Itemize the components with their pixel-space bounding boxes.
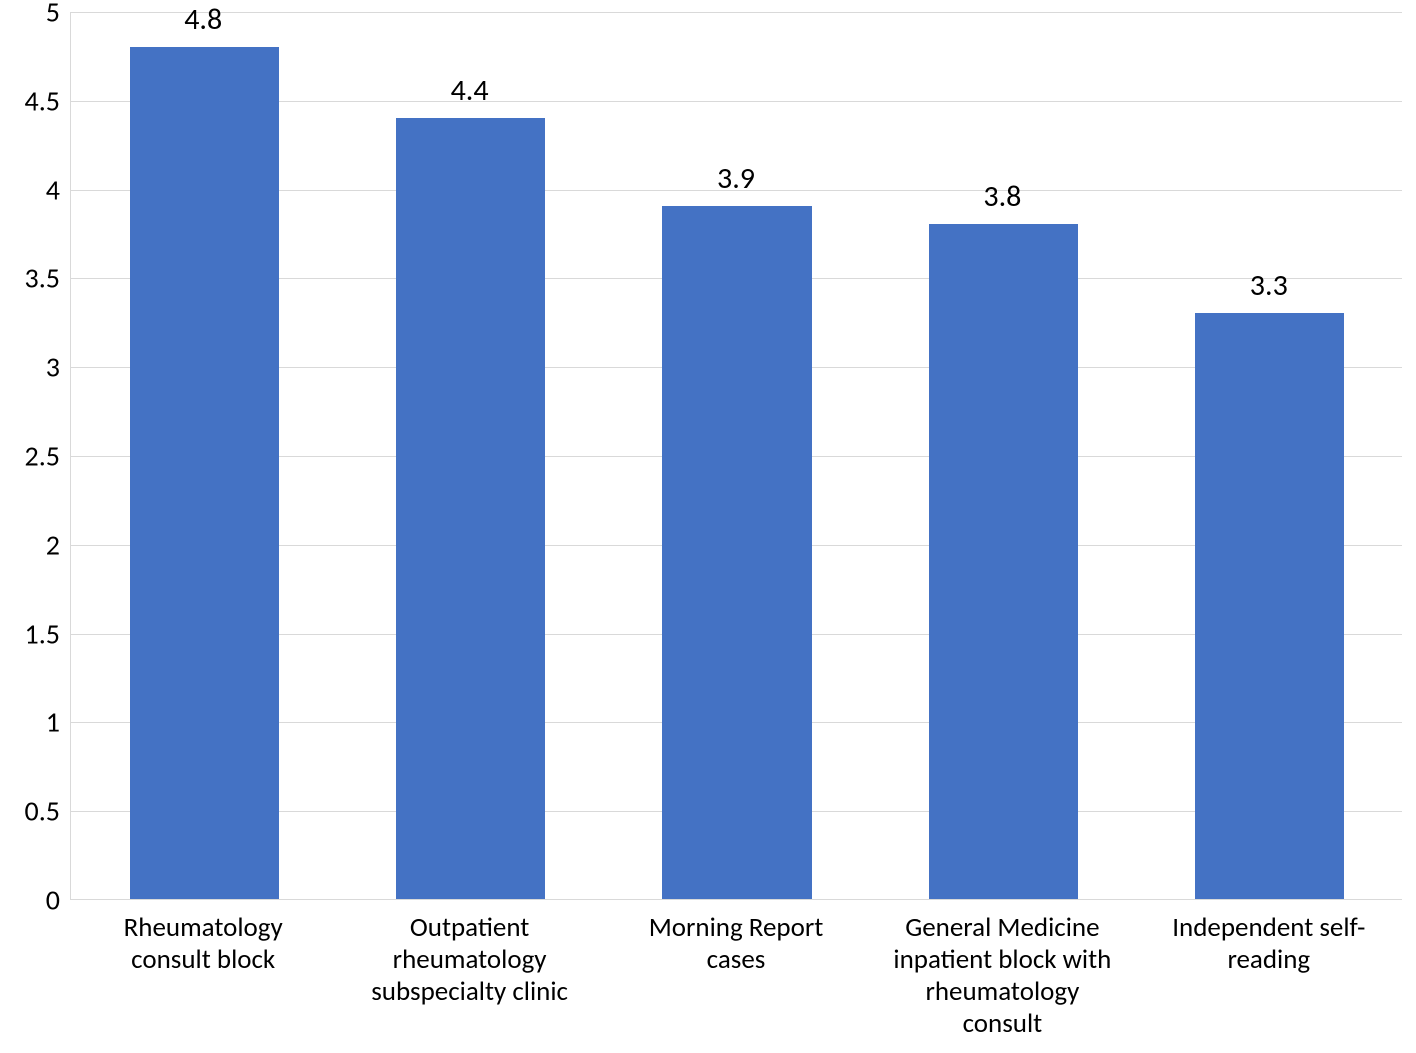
bar-value-label: 3.3 (1250, 267, 1288, 304)
x-tick-label-line: Independent self- (1138, 912, 1399, 944)
y-tick-label: 0 (8, 883, 60, 918)
x-tick-label-line: rheumatology (339, 944, 600, 976)
y-tick-label: 4 (8, 172, 60, 207)
bar (662, 206, 811, 899)
x-tick-label: Outpatientrheumatologysubspecialty clini… (339, 912, 600, 1008)
x-tick-label-line: cases (605, 944, 866, 976)
bar-value-label: 4.4 (451, 72, 489, 109)
bar-chart: 00.511.522.533.544.554.8Rheumatologycons… (0, 0, 1416, 1053)
x-tick-label-line: reading (1138, 944, 1399, 976)
x-tick-label: Independent self-reading (1138, 912, 1399, 976)
x-tick-label-line: consult (872, 1008, 1133, 1040)
bar (130, 47, 279, 899)
y-tick-label: 5 (8, 0, 60, 30)
x-tick-label-line: rheumatology (872, 976, 1133, 1008)
x-tick-label-line: subspecialty clinic (339, 976, 600, 1008)
x-tick-label: General Medicineinpatient block withrheu… (872, 912, 1133, 1039)
y-tick-label: 2.5 (8, 439, 60, 474)
x-tick-label-line: Rheumatology (73, 912, 334, 944)
y-tick-label: 2 (8, 527, 60, 562)
x-tick-label: Morning Reportcases (605, 912, 866, 976)
bar (929, 224, 1078, 899)
bar-value-label: 3.9 (717, 160, 755, 197)
y-tick-label: 1.5 (8, 616, 60, 651)
x-tick-label: Rheumatologyconsult block (73, 912, 334, 976)
bar-value-label: 4.8 (184, 1, 222, 38)
x-tick-label-line: Outpatient (339, 912, 600, 944)
x-tick-label-line: consult block (73, 944, 334, 976)
bar (1195, 313, 1344, 899)
x-tick-label-line: Morning Report (605, 912, 866, 944)
gridline (71, 12, 1402, 13)
y-tick-label: 4.5 (8, 83, 60, 118)
y-tick-label: 0.5 (8, 794, 60, 829)
x-tick-label-line: inpatient block with (872, 944, 1133, 976)
bar (396, 118, 545, 899)
plot-area (70, 12, 1402, 900)
y-tick-label: 3.5 (8, 261, 60, 296)
bar-value-label: 3.8 (983, 178, 1021, 215)
x-tick-label-line: General Medicine (872, 912, 1133, 944)
y-tick-label: 1 (8, 705, 60, 740)
y-tick-label: 3 (8, 350, 60, 385)
